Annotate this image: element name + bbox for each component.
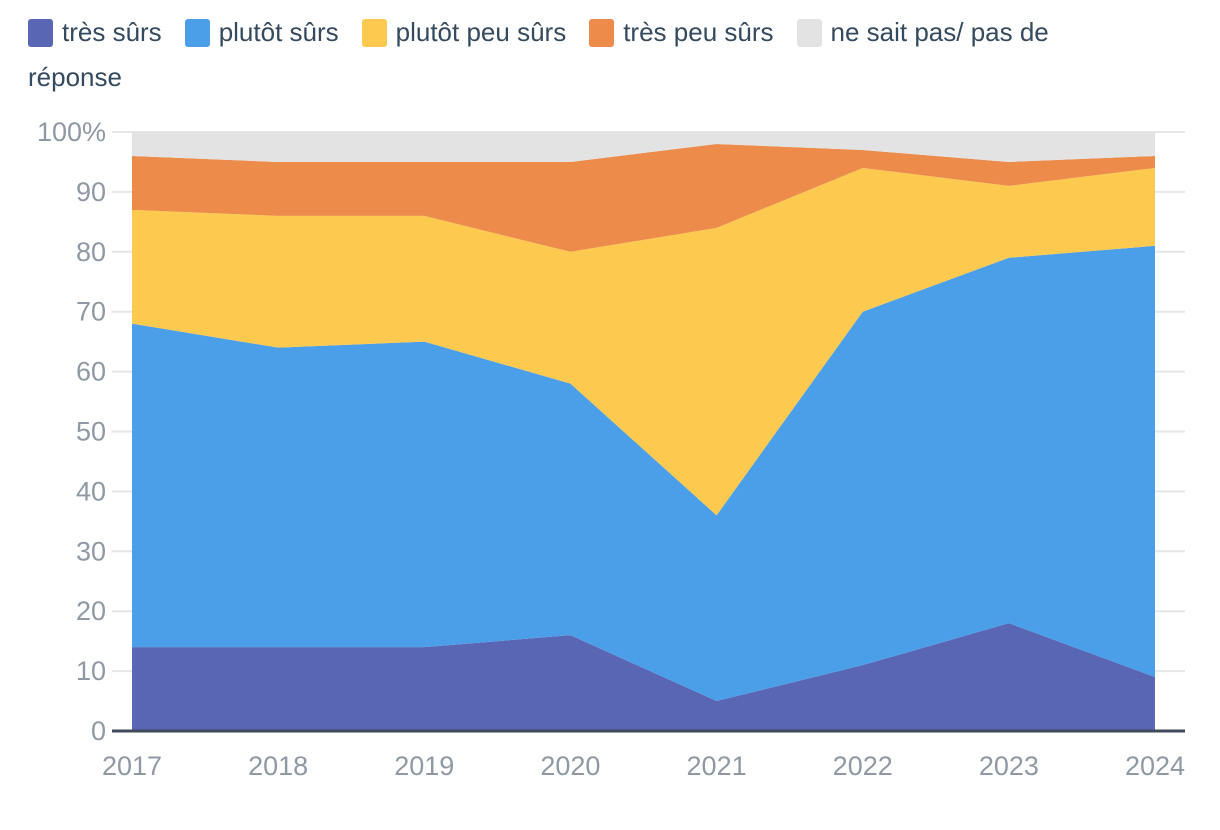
legend-item-4: ne sait pas/ pas de réponse [28,17,1049,92]
legend-label-1: plutôt sûrs [218,17,339,47]
y-tick-label-90: 90 [76,177,106,207]
x-tick-label-2019: 2019 [394,751,454,781]
y-tick-label-80: 80 [76,237,106,267]
chart-legend: très sûrs plutôt sûrs plutôt peu sûrs très … [28,10,1136,100]
y-tick-label-20: 20 [76,596,106,626]
legend-item-3: très peu sûrs [589,17,774,47]
y-tick-label-100: 100% [37,117,106,147]
legend-label-4: ne sait pas/ pas de réponse [28,17,1049,92]
y-tick-label-30: 30 [76,536,106,566]
legend-swatch-4 [796,19,822,47]
legend-item-2: plutôt peu sûrs [361,17,567,47]
legend-label-2: plutôt peu sûrs [395,17,567,47]
legend-swatch-2 [361,19,387,47]
area-series-3 [132,143,1155,252]
x-tick-label-2022: 2022 [833,751,893,781]
area-series-0 [132,623,1155,731]
legend-swatch-0 [28,19,53,47]
x-tick-label-2021: 2021 [687,751,747,781]
y-tick-label-60: 60 [76,357,106,387]
legend-label-0: très sûrs [62,17,162,47]
x-tick-label-2017: 2017 [102,751,162,781]
y-tick-label-70: 70 [76,297,106,327]
legend-item-1: plutôt sûrs [184,17,339,47]
area-series-4 [132,132,1155,162]
legend-item-0: très sûrs [28,17,162,47]
legend-swatch-1 [184,19,210,47]
x-tick-label-2018: 2018 [248,751,308,781]
x-tick-label-2024: 2024 [1125,751,1185,781]
y-tick-label-40: 40 [76,476,106,506]
y-tick-label-10: 10 [76,656,106,686]
x-tick-label-2020: 2020 [540,751,600,781]
legend-swatch-3 [589,19,615,47]
legend-label-3: très peu sûrs [623,17,774,47]
x-tick-label-2023: 2023 [979,751,1039,781]
y-tick-label-0: 0 [91,716,106,746]
area-series-1 [132,245,1155,702]
area-series-2 [132,167,1155,516]
y-tick-label-50: 50 [76,417,106,447]
